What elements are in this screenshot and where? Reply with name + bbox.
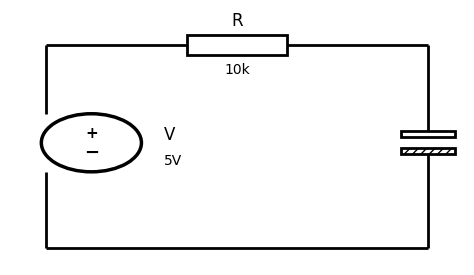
Text: R: R — [231, 12, 243, 30]
FancyBboxPatch shape — [401, 148, 456, 154]
FancyBboxPatch shape — [401, 131, 456, 137]
FancyBboxPatch shape — [187, 35, 287, 55]
Text: +: + — [85, 126, 98, 141]
Text: V: V — [164, 126, 175, 144]
Text: −: − — [84, 144, 99, 162]
Text: 5V: 5V — [164, 154, 182, 168]
Text: 10k: 10k — [224, 62, 250, 76]
